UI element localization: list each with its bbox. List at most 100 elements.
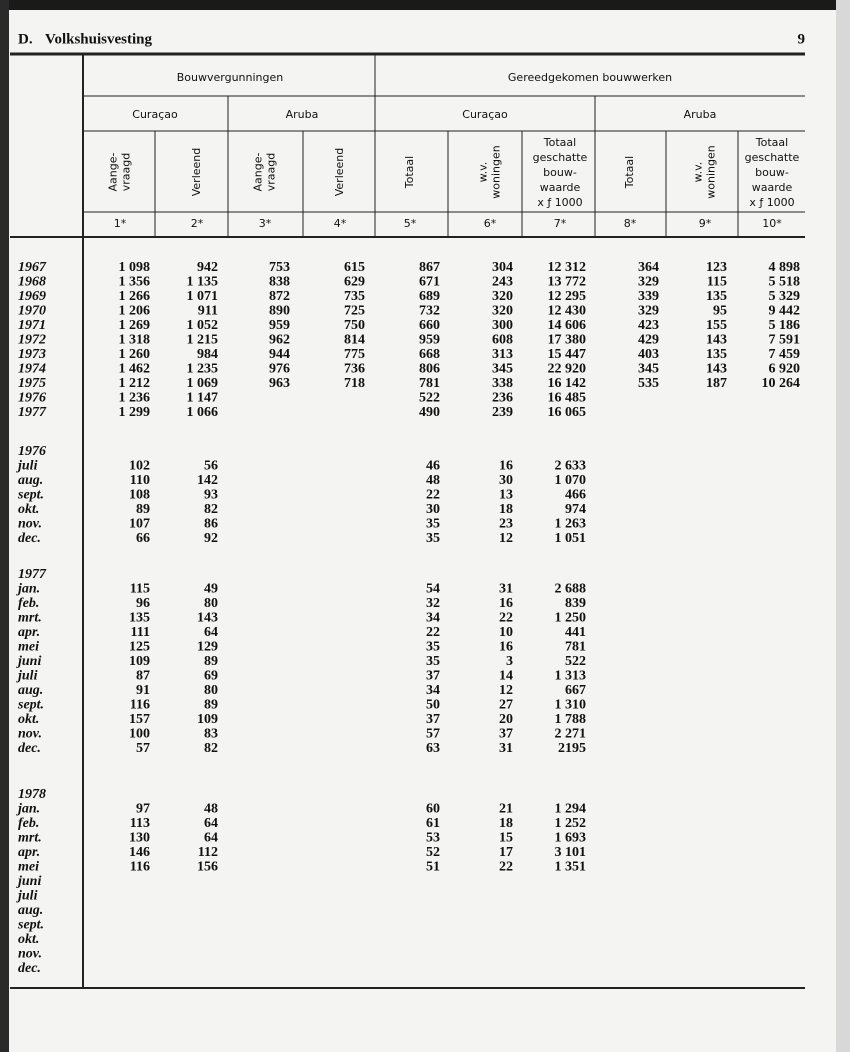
cell: 736 — [344, 362, 365, 377]
column-header: Aange- — [252, 152, 265, 191]
row-label: 1976 — [18, 391, 46, 406]
column-header: vraagd — [120, 153, 133, 191]
cell: 116 — [130, 860, 150, 875]
section-label: 1976 — [18, 444, 46, 459]
column-number: 7* — [554, 217, 567, 230]
cell: 53 — [426, 831, 440, 846]
row-label: apr. — [18, 625, 40, 640]
cell: 95 — [713, 304, 727, 319]
cell: 9 442 — [769, 304, 801, 319]
cell: 142 — [197, 473, 218, 488]
cell: 1 318 — [119, 333, 151, 348]
cell: 16 485 — [548, 391, 587, 406]
row-label: mei — [18, 860, 39, 875]
scan-edge — [0, 0, 850, 10]
column-header: woningen — [705, 145, 718, 198]
cell: 143 — [197, 611, 218, 626]
cell: 16 — [499, 459, 513, 474]
cell: 51 — [426, 860, 440, 875]
cell: 838 — [269, 275, 290, 290]
cell: 109 — [129, 654, 150, 669]
cell: 35 — [426, 517, 440, 532]
cell: 48 — [426, 473, 440, 488]
cell: 1 351 — [555, 860, 587, 875]
cell: 31 — [499, 582, 513, 597]
cell: 6 920 — [769, 362, 801, 377]
row-label: dec. — [18, 741, 41, 756]
subgroup-header: Curaçao — [132, 108, 178, 121]
cell: 963 — [269, 376, 290, 391]
cell: 320 — [492, 304, 513, 319]
section-letter: D. — [18, 31, 33, 47]
cell: 64 — [204, 831, 218, 846]
cell: 80 — [204, 596, 218, 611]
cell: 112 — [198, 845, 218, 860]
cell: 1 215 — [187, 333, 219, 348]
cell: 671 — [419, 275, 440, 290]
cell: 89 — [204, 654, 218, 669]
cell: 608 — [492, 333, 513, 348]
row-label: juli — [16, 669, 38, 684]
cell: 750 — [344, 318, 365, 333]
cell: 82 — [204, 502, 218, 517]
cell: 37 — [426, 669, 440, 684]
cell: 732 — [419, 304, 440, 319]
row-label: nov. — [18, 727, 42, 742]
cell: 93 — [204, 488, 218, 503]
cell: 49 — [204, 582, 218, 597]
row-label: juni — [16, 654, 41, 669]
row-label: jan. — [16, 582, 40, 597]
cell: 7 591 — [769, 333, 801, 348]
cell: 944 — [269, 347, 290, 362]
cell: 156 — [197, 860, 218, 875]
cell: 107 — [129, 517, 150, 532]
column-header: Totaal — [623, 156, 636, 189]
row-label: 1969 — [18, 289, 46, 304]
cell: 867 — [419, 260, 440, 275]
column-number: 6* — [484, 217, 497, 230]
cell: 57 — [426, 727, 440, 742]
cell: 63 — [426, 741, 440, 756]
cell: 12 430 — [548, 304, 587, 319]
cell: 667 — [565, 683, 586, 698]
cell: 7 459 — [769, 347, 801, 362]
row-label: dec. — [18, 531, 41, 546]
row-label: jan. — [16, 802, 40, 817]
cell: 1 788 — [555, 712, 587, 727]
cell: 1 070 — [555, 473, 587, 488]
row-label: mrt. — [18, 611, 42, 626]
section-label: 1978 — [18, 787, 46, 802]
cell: 2 271 — [555, 727, 587, 742]
row-label: mrt. — [18, 831, 42, 846]
cell: 12 312 — [548, 260, 587, 275]
cell: 22 — [499, 860, 513, 875]
cell: 1 135 — [187, 275, 219, 290]
cell: 12 — [499, 531, 513, 546]
cell: 113 — [130, 816, 150, 831]
row-label: 1977 — [18, 405, 47, 420]
column-header: woningen — [490, 145, 503, 198]
cell: 490 — [419, 405, 440, 420]
row-label: sept. — [17, 698, 44, 713]
column-header: Verleend — [190, 148, 203, 197]
cell: 16 — [499, 596, 513, 611]
cell: 108 — [129, 488, 150, 503]
cell: 143 — [706, 362, 727, 377]
cell: 1 051 — [555, 531, 587, 546]
cell: 16 065 — [548, 405, 587, 420]
cell: 753 — [269, 260, 290, 275]
cell: 2195 — [558, 741, 586, 756]
cell: 100 — [129, 727, 150, 742]
cell: 16 142 — [548, 376, 587, 391]
cell: 364 — [638, 260, 659, 275]
cell: 17 — [499, 845, 513, 860]
column-header: vraagd — [265, 153, 278, 191]
cell: 1 098 — [119, 260, 151, 275]
row-label: aug. — [18, 683, 43, 698]
cell: 27 — [499, 698, 513, 713]
cell: 781 — [565, 640, 586, 655]
column-header: bouw- — [543, 166, 577, 179]
cell: 839 — [565, 596, 586, 611]
cell: 15 — [499, 831, 513, 846]
